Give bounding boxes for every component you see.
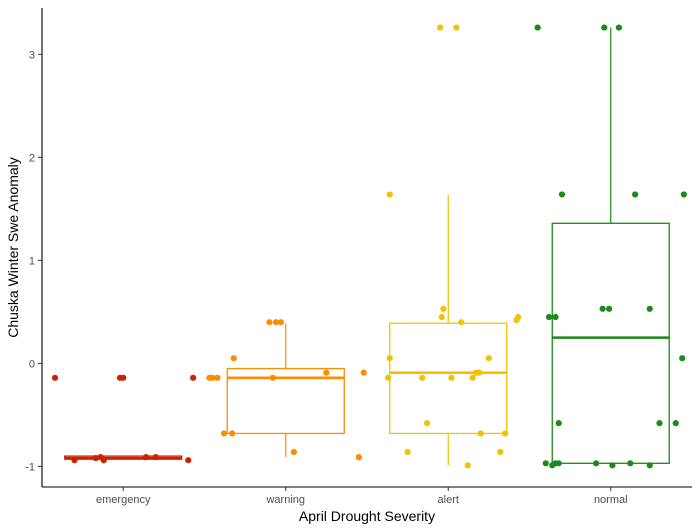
data-point	[440, 305, 447, 312]
data-point	[497, 448, 504, 456]
data-point	[323, 369, 330, 376]
data-point	[464, 462, 471, 469]
data-point	[599, 305, 606, 312]
data-point	[152, 454, 159, 461]
box	[551, 222, 670, 464]
data-point	[92, 455, 99, 462]
y-axis-title: Chuska Winter Swe Anomaly	[5, 157, 21, 338]
data-point	[545, 313, 553, 321]
data-point	[558, 191, 566, 198]
x-tick-label: normal	[594, 494, 628, 506]
data-point	[680, 191, 687, 198]
data-point	[656, 420, 663, 427]
data-point	[646, 305, 653, 312]
data-point	[277, 319, 284, 326]
data-point	[485, 355, 492, 362]
data-point	[458, 319, 465, 326]
data-point	[100, 457, 107, 464]
data-point	[120, 374, 127, 381]
data-point	[424, 420, 431, 427]
data-point	[477, 430, 484, 437]
y-tick-label: 0	[29, 358, 35, 370]
data-point	[646, 462, 653, 469]
data-point	[615, 24, 622, 31]
data-point	[448, 374, 455, 381]
data-point	[438, 313, 445, 321]
series-group-warning	[206, 319, 367, 461]
series-group-alert	[385, 24, 522, 469]
data-point	[609, 462, 616, 469]
box	[226, 367, 345, 435]
data-point	[453, 24, 460, 31]
data-point	[190, 374, 197, 381]
data-point	[469, 374, 476, 381]
data-point	[632, 191, 639, 198]
data-point	[185, 457, 192, 464]
x-tick-label: warning	[265, 494, 305, 506]
y-tick-label: 1	[29, 255, 35, 267]
data-point	[513, 317, 520, 324]
box	[389, 322, 508, 435]
data-point	[534, 24, 541, 31]
data-point	[627, 460, 634, 467]
data-point	[386, 355, 393, 362]
data-point	[552, 313, 559, 321]
data-point	[386, 191, 393, 198]
y-tick-label: -1	[25, 461, 35, 473]
data-point	[404, 448, 411, 456]
data-point	[209, 374, 216, 381]
x-tick-label: emergency	[96, 494, 151, 506]
data-point	[214, 374, 221, 381]
data-point	[272, 319, 280, 326]
data-point	[679, 355, 686, 362]
data-point	[220, 430, 228, 437]
series-group-emergency	[51, 374, 197, 464]
data-point	[51, 374, 59, 381]
data-point	[555, 460, 562, 467]
data-point	[476, 369, 483, 376]
data-point	[606, 305, 613, 312]
axes: -1 0 1 2 3 emergency warning alert normal	[25, 8, 692, 506]
x-axis-title: April Drought Severity	[299, 508, 435, 524]
data-point	[555, 420, 562, 427]
data-point	[385, 374, 392, 381]
data-point	[230, 355, 237, 362]
data-point	[355, 454, 362, 461]
data-point	[266, 319, 273, 326]
data-point	[290, 448, 297, 456]
series-group-normal	[534, 24, 687, 469]
data-point	[360, 369, 367, 376]
data-point	[71, 457, 78, 464]
y-tick-label: 3	[29, 49, 35, 61]
y-tick-label: 2	[29, 152, 35, 164]
data-point	[601, 24, 608, 31]
data-point	[142, 454, 150, 461]
data-point	[437, 24, 444, 31]
data-point	[269, 374, 276, 381]
data-point	[593, 460, 600, 467]
data-point	[542, 460, 549, 467]
data-point	[229, 430, 236, 437]
data-point	[502, 430, 509, 437]
data-point	[672, 420, 679, 427]
plot-area	[51, 24, 687, 469]
data-point	[419, 374, 426, 381]
x-tick-label: alert	[438, 494, 459, 506]
